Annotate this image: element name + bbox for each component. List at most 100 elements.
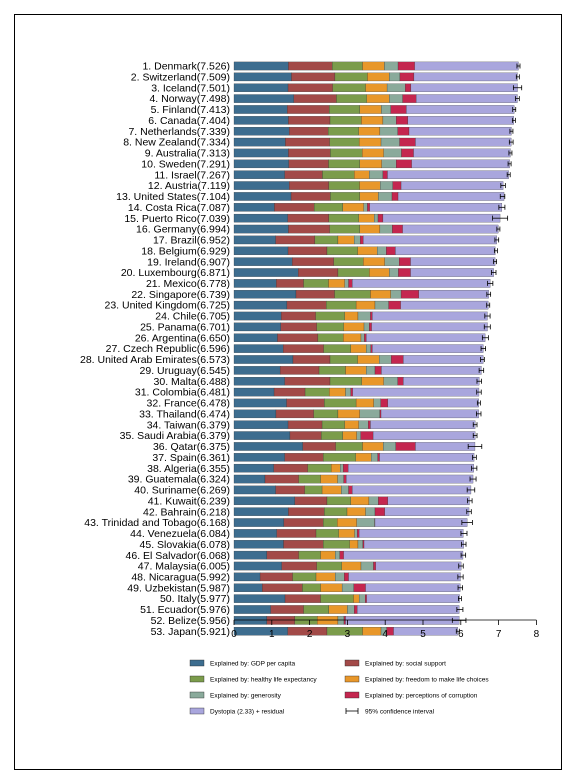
legend-label: 95% confidence interval — [365, 708, 435, 715]
x-tick-label: 8 — [534, 629, 540, 640]
bar-segment — [233, 72, 292, 82]
bar-segment — [233, 213, 288, 223]
bar-segment — [286, 300, 327, 310]
bar-segment — [383, 442, 396, 451]
bar-segment — [293, 94, 337, 103]
bar-segment — [369, 203, 503, 212]
bar-segment — [402, 224, 499, 234]
bar-segment — [233, 344, 284, 353]
bar-segment — [266, 550, 299, 560]
bar-segment — [370, 311, 373, 321]
bar-segment — [390, 290, 402, 299]
bar-segment — [384, 257, 400, 266]
bar-segment — [329, 116, 362, 125]
bar-segment — [273, 387, 306, 397]
bar-segment — [361, 116, 384, 125]
category-label: 45. Slovakia(6.078) — [140, 539, 230, 551]
bar-segment — [288, 148, 331, 158]
bar-segment — [233, 518, 285, 527]
bar-segment — [344, 279, 349, 288]
bar-segment — [373, 398, 381, 408]
bar-segment — [386, 246, 396, 256]
bar-segment — [281, 561, 317, 571]
bar-segment — [374, 518, 468, 527]
category-label: 34. Taiwan(6.379) — [147, 419, 230, 431]
bar-segment — [355, 398, 374, 408]
bar-segment — [415, 442, 476, 451]
bar-segment — [281, 311, 316, 321]
bar-segment — [357, 605, 460, 614]
bar-segment — [233, 377, 285, 386]
bar-segment — [360, 333, 365, 342]
category-label: 13. United States(7.104) — [116, 191, 230, 203]
bar-segment — [262, 583, 303, 592]
bar-segment — [387, 496, 470, 506]
bar-segment — [366, 333, 486, 342]
bar-segment — [337, 518, 357, 527]
bar-segment — [359, 159, 382, 169]
bar-segment — [233, 550, 268, 560]
bar-segment — [233, 355, 294, 364]
bar-segment — [233, 61, 289, 71]
bar-segment — [377, 246, 387, 256]
bar-segment — [233, 583, 263, 592]
category-label: 31. Colombia(6.481) — [135, 387, 230, 399]
bar-segment — [286, 398, 325, 408]
bar-segment — [360, 561, 374, 571]
bar-segment — [348, 279, 353, 288]
bar-segment — [358, 213, 375, 223]
bar-segment — [367, 72, 390, 82]
chart-frame — [14, 14, 562, 770]
bar-segment — [294, 496, 328, 506]
bar-segment — [372, 311, 488, 321]
bar-segment — [362, 61, 385, 71]
bar-segment — [289, 181, 330, 190]
bar-segment — [295, 290, 335, 299]
category-label: 22. Singapore(6.739) — [131, 289, 230, 301]
bar-segment — [327, 126, 359, 136]
bar-segment — [357, 246, 378, 256]
x-tick-label: 2 — [307, 629, 313, 640]
bar-segment — [339, 550, 344, 560]
bar-segment — [348, 463, 474, 473]
bar-segment — [233, 627, 288, 636]
bar-segment — [388, 300, 401, 310]
legend-label: Explained by: social support — [365, 660, 446, 667]
bar-segment — [359, 409, 381, 419]
bar-segment — [329, 137, 360, 147]
bar-segment — [354, 529, 358, 538]
bar-segment — [233, 224, 289, 234]
bar-segment — [384, 61, 399, 71]
legend-swatch — [344, 691, 360, 699]
bar-segment — [343, 474, 347, 484]
bar-segment — [291, 72, 336, 82]
bar-segment — [357, 529, 360, 538]
bar-segment — [332, 61, 363, 71]
bar-segment — [365, 594, 367, 603]
bar-segment — [363, 257, 385, 266]
bar-segment — [341, 583, 354, 592]
bar-segment — [307, 463, 332, 473]
bar-segment — [233, 540, 284, 549]
category-label: 43. Trinidad and Tobago(6.168) — [84, 517, 230, 529]
bar-segment — [292, 572, 317, 582]
bar-segment — [288, 507, 325, 516]
bar-segment — [329, 355, 358, 364]
bar-segment — [233, 235, 276, 245]
category-label: 2. Switzerland(7.509) — [131, 71, 230, 83]
bar-segment — [362, 540, 365, 549]
bar-segment — [264, 474, 299, 484]
category-label: 11. Israel(7.267) — [154, 169, 230, 181]
bar-segment — [348, 485, 353, 495]
bar-segment — [233, 311, 282, 321]
bar-segment — [335, 442, 363, 451]
bar-segment — [335, 572, 345, 582]
bar-segment — [368, 420, 371, 429]
bar-segment — [359, 181, 381, 190]
bar-segment — [368, 496, 379, 506]
bar-segment — [320, 474, 338, 484]
bar-segment — [395, 246, 496, 256]
bar-segment — [350, 387, 353, 397]
bar-segment — [380, 398, 388, 408]
bar-segment — [322, 170, 355, 179]
